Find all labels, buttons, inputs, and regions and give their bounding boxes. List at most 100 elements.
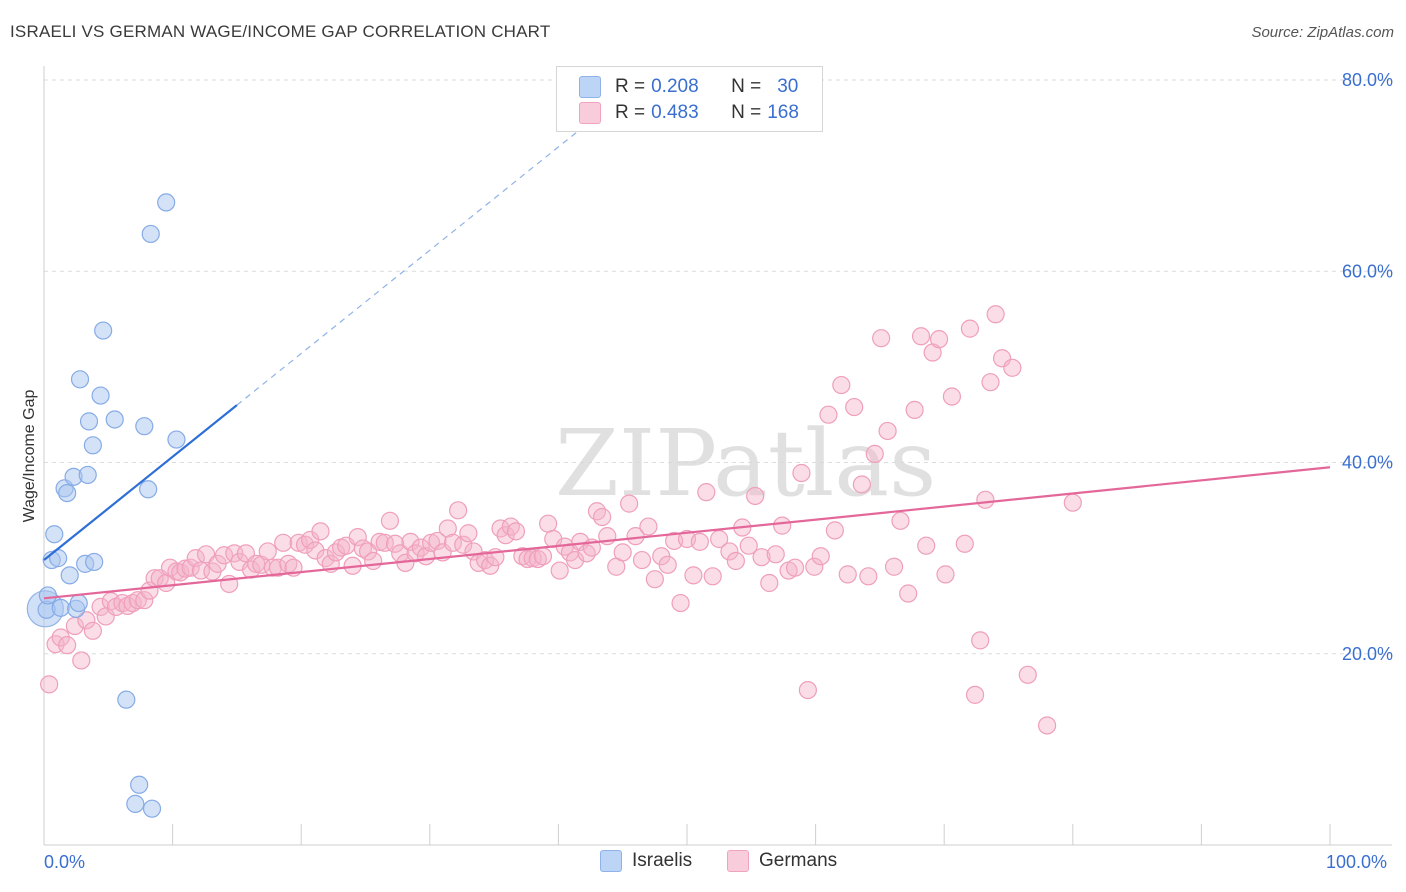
german-point: [77, 611, 96, 630]
israeli-point: [85, 552, 104, 572]
germans-swatch: [727, 850, 749, 872]
israelis-points: [26, 193, 186, 818]
german-point: [364, 551, 383, 571]
german-point: [720, 542, 739, 561]
german-point: [684, 566, 703, 585]
legend-row-israelis: R = 0.208 N = 30: [579, 75, 798, 99]
german-point: [385, 534, 405, 553]
german-point: [353, 539, 373, 558]
german-point: [448, 501, 468, 520]
german-point: [506, 522, 526, 541]
israeli-point: [83, 436, 102, 455]
german-point: [899, 584, 918, 603]
source-credit: Source: ZipAtlas.com: [1251, 24, 1394, 41]
german-point: [986, 305, 1005, 324]
german-point: [289, 533, 308, 552]
n-value: 30: [777, 76, 799, 97]
german-point: [671, 593, 690, 613]
y-tick-label: 80.0%: [1342, 70, 1393, 90]
r-label: R =: [615, 76, 646, 97]
legend-row-germans: R = 0.483 N = 168: [579, 101, 799, 125]
german-point: [577, 544, 596, 563]
german-point: [805, 557, 824, 576]
german-point: [960, 319, 980, 338]
y-tick-label: 60.0%: [1342, 261, 1393, 281]
german-point: [528, 549, 547, 569]
german-point: [428, 531, 447, 551]
german-point: [181, 558, 200, 577]
german-point: [766, 545, 785, 564]
germans-swatch: [579, 102, 601, 124]
german-point: [752, 548, 771, 567]
german-point: [587, 502, 607, 521]
german-point: [411, 538, 430, 557]
german-point: [872, 329, 891, 348]
german-point: [658, 555, 677, 574]
german-point: [566, 550, 585, 570]
german-point: [438, 519, 457, 538]
israeli-point: [79, 412, 99, 431]
german-point: [819, 405, 838, 424]
german-point: [406, 544, 425, 563]
watermark: ZIPatlas: [555, 410, 936, 517]
german-point: [917, 536, 936, 555]
german-point: [348, 527, 367, 547]
german-point: [971, 631, 990, 650]
y-axis-label: Wage/Income Gap: [21, 390, 38, 523]
german-point: [891, 511, 910, 530]
israelis-swatch: [600, 850, 622, 872]
israeli-point: [91, 386, 110, 405]
israeli-point: [94, 321, 113, 340]
german-point: [118, 596, 137, 616]
german-point: [905, 400, 924, 420]
r-value: 0.208: [651, 76, 699, 97]
german-point: [703, 567, 722, 586]
series-legend: Israelis Germans: [0, 850, 1406, 878]
grid-lines: [44, 79, 1392, 655]
israeli-point: [78, 465, 97, 485]
german-point: [697, 483, 716, 502]
n-label: N =: [731, 76, 762, 97]
correlation-legend: R = 0.208 N = 30 R = 0.483 N = 168: [556, 66, 823, 132]
x-tick-label-min: 0.0%: [44, 852, 86, 872]
legend-label-israelis: Israelis: [632, 850, 693, 871]
r-value: 0.483: [651, 102, 699, 123]
german-point: [773, 516, 792, 535]
german-point: [533, 547, 553, 566]
israeli-point: [141, 224, 160, 244]
r-label: R =: [615, 102, 646, 123]
german-point: [539, 514, 558, 533]
israeli-point: [38, 586, 57, 605]
german-point: [135, 591, 154, 610]
german-point: [760, 573, 779, 593]
german-point: [981, 373, 1000, 392]
german-point: [825, 521, 844, 540]
german-point: [620, 494, 639, 513]
german-point: [263, 558, 283, 577]
german-point: [475, 550, 495, 570]
german-point: [258, 542, 277, 561]
german-point: [311, 522, 330, 541]
german-point: [268, 558, 288, 577]
german-point: [739, 536, 758, 555]
german-point: [865, 444, 884, 463]
german-point: [911, 327, 931, 346]
y-tick-label: 20.0%: [1342, 644, 1393, 664]
german-point: [792, 463, 811, 483]
axes: [43, 66, 1392, 846]
israeli-point: [135, 417, 154, 436]
israeli-point: [60, 566, 79, 585]
german-point: [878, 421, 897, 441]
german-point: [72, 651, 91, 670]
german-point: [316, 549, 335, 568]
german-point: [798, 680, 817, 700]
german-point: [929, 330, 949, 349]
israeli-point: [58, 484, 77, 503]
german-point: [593, 507, 612, 527]
israeli-point: [69, 593, 88, 613]
german-point: [58, 636, 77, 655]
german-point: [1037, 716, 1057, 735]
german-point: [785, 558, 805, 577]
israeli-point: [51, 598, 70, 617]
german-point: [845, 397, 864, 417]
